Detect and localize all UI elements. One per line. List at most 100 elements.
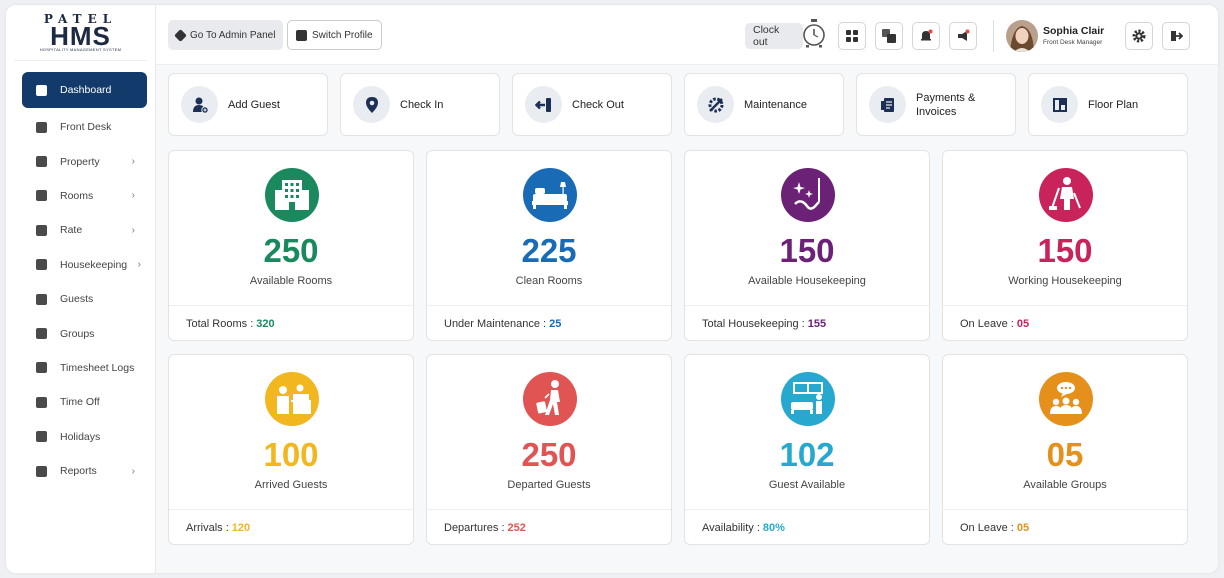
stat-label: Available Rooms bbox=[249, 275, 333, 287]
stat-card-working-housekeeping[interactable]: 150 Working Housekeeping On Leave : 05 bbox=[942, 150, 1188, 341]
property-icon bbox=[34, 155, 48, 169]
maintenance-icon bbox=[697, 86, 734, 123]
sidebar-item-dashboard[interactable]: Dashboard bbox=[22, 72, 147, 108]
apps-grid-button[interactable] bbox=[838, 22, 866, 50]
sidebar-item-label: Front Desk bbox=[60, 121, 112, 134]
app-window: PATEL HMS HOSPITALITY MANAGEMENT SYSTEM … bbox=[6, 5, 1218, 573]
stat-foot-label: Availability : bbox=[702, 522, 760, 534]
sparkle-broom-icon bbox=[781, 168, 835, 222]
sidebar-item-time-off[interactable]: Time Off bbox=[22, 385, 147, 419]
sidebar-item-rate[interactable]: Rate › bbox=[22, 213, 147, 247]
sidebar-item-groups[interactable]: Groups bbox=[22, 316, 147, 350]
check-in-button[interactable]: Check In bbox=[340, 73, 500, 136]
settings-button[interactable] bbox=[1125, 22, 1153, 50]
stat-foot-label: Arrivals : bbox=[186, 522, 229, 534]
sidebar-item-housekeeping[interactable]: Housekeeping › bbox=[22, 248, 147, 282]
sidebar-item-guests[interactable]: Guests bbox=[22, 282, 147, 316]
chevron-right-icon: › bbox=[137, 259, 141, 271]
time-off-icon bbox=[34, 395, 48, 409]
stat-card-available-groups[interactable]: 05 Available Groups On Leave : 05 bbox=[942, 354, 1188, 545]
sidebar-item-label: Timesheet Logs bbox=[60, 361, 135, 374]
stat-footer: Availability : 80% bbox=[685, 509, 929, 544]
sidebar-item-label: Housekeeping bbox=[60, 258, 128, 271]
quick-action-label: Floor Plan bbox=[1088, 98, 1139, 111]
stat-foot-value: 120 bbox=[231, 522, 251, 534]
logo-main-text: HMS bbox=[50, 20, 111, 51]
stat-foot-value: 155 bbox=[807, 318, 827, 330]
stat-foot-value: 320 bbox=[256, 318, 275, 330]
logout-icon bbox=[1171, 31, 1183, 41]
maintenance-button[interactable]: Maintenance bbox=[684, 73, 844, 136]
quick-action-label: Check Out bbox=[572, 98, 624, 111]
holidays-icon bbox=[34, 430, 48, 444]
switch-profile-label: Switch Profile bbox=[312, 29, 373, 41]
stopwatch-icon bbox=[803, 19, 825, 48]
exit-arrow-icon bbox=[525, 86, 562, 123]
stat-label: Available Groups bbox=[1023, 479, 1107, 491]
user-role: Front Desk Manager bbox=[1043, 39, 1103, 46]
stat-foot-value: 80% bbox=[762, 522, 785, 534]
receipt-icon bbox=[869, 86, 906, 123]
guest-room-icon bbox=[781, 372, 835, 426]
stat-value: 250 bbox=[263, 232, 319, 269]
stat-foot-value: 25 bbox=[549, 318, 562, 330]
announcements-button[interactable] bbox=[949, 22, 977, 50]
housekeeping-icon bbox=[34, 258, 48, 272]
apps-grid-icon bbox=[846, 30, 858, 42]
logo-sub-text: HOSPITALITY MANAGEMENT SYSTEM bbox=[39, 46, 122, 52]
translate-button[interactable] bbox=[875, 22, 903, 50]
stat-card-clean-rooms[interactable]: 225 Clean Rooms Under Maintenance : 25 bbox=[426, 150, 672, 341]
stat-value: 225 bbox=[521, 232, 577, 269]
stat-label: Clean Rooms bbox=[515, 275, 583, 287]
sidebar-item-reports[interactable]: Reports › bbox=[22, 454, 147, 488]
stat-foot-label: Total Rooms : bbox=[186, 318, 254, 330]
chevron-right-icon: › bbox=[131, 190, 135, 202]
sidebar-item-property[interactable]: Property › bbox=[22, 144, 147, 178]
stat-card-available-rooms[interactable]: 250 Available Rooms Total Rooms : 320 bbox=[168, 150, 414, 341]
front-desk-icon bbox=[34, 120, 48, 134]
switch-profile-button[interactable]: Switch Profile bbox=[287, 20, 382, 50]
admin-panel-label: Go To Admin Panel bbox=[190, 29, 276, 41]
stat-value: 05 bbox=[1046, 436, 1084, 473]
admin-icon bbox=[174, 28, 187, 42]
logout-button[interactable] bbox=[1162, 22, 1190, 50]
stat-card-available-housekeeping[interactable]: 150 Available Housekeeping Total Houseke… bbox=[684, 150, 930, 341]
clock-out-label: Clock out bbox=[753, 24, 780, 48]
check-out-button[interactable]: Check Out bbox=[512, 73, 672, 136]
notifications-button[interactable] bbox=[912, 22, 940, 50]
stat-label: Working Housekeeping bbox=[1008, 275, 1122, 287]
quick-action-label: Check In bbox=[400, 98, 444, 111]
sidebar-item-timesheet-logs[interactable]: Timesheet Logs bbox=[22, 351, 147, 385]
sidebar-item-rooms[interactable]: Rooms › bbox=[22, 179, 147, 213]
add-guest-button[interactable]: Add Guest bbox=[168, 73, 328, 136]
sidebar: PATEL HMS HOSPITALITY MANAGEMENT SYSTEM … bbox=[6, 5, 156, 573]
stat-foot-label: On Leave : bbox=[960, 522, 1014, 534]
stat-card-arrived-guests[interactable]: 100 Arrived Guests Arrivals : 120 bbox=[168, 354, 414, 545]
logo[interactable]: PATEL HMS HOSPITALITY MANAGEMENT SYSTEM bbox=[14, 5, 147, 61]
location-pin-icon bbox=[353, 86, 390, 123]
sidebar-item-holidays[interactable]: Holidays bbox=[22, 420, 147, 454]
dashboard-icon bbox=[34, 83, 48, 97]
clock-out-button[interactable]: Clock out bbox=[745, 23, 803, 49]
sidebar-item-front-desk[interactable]: Front Desk bbox=[22, 110, 147, 144]
stat-foot-label: Under Maintenance : bbox=[444, 318, 547, 330]
floor-plan-button[interactable]: Floor Plan bbox=[1028, 73, 1188, 136]
add-guest-icon bbox=[181, 86, 218, 123]
bell-icon bbox=[921, 29, 933, 41]
translate-icon bbox=[882, 29, 896, 43]
dashboard-main: Add Guest Check In Check Out Maintenance… bbox=[156, 65, 1218, 573]
sidebar-item-label: Holidays bbox=[60, 430, 101, 443]
payments-invoices-button[interactable]: Payments & Invoices bbox=[856, 73, 1016, 136]
quick-action-label: Add Guest bbox=[228, 98, 280, 111]
admin-panel-button[interactable]: Go To Admin Panel bbox=[168, 20, 284, 50]
avatar[interactable] bbox=[1006, 20, 1038, 52]
luggage-walker-icon bbox=[523, 372, 577, 426]
divider bbox=[993, 20, 994, 52]
group-chat-icon bbox=[1039, 372, 1093, 426]
stat-foot-value: 05 bbox=[1016, 318, 1030, 330]
stat-card-departed-guests[interactable]: 250 Departed Guests Departures : 252 bbox=[426, 354, 672, 545]
stat-foot-value: 252 bbox=[507, 522, 526, 534]
groups-icon bbox=[34, 327, 48, 341]
chevron-right-icon: › bbox=[131, 156, 135, 168]
stat-card-guest-available[interactable]: 102 Guest Available Availability : 80% bbox=[684, 354, 930, 545]
